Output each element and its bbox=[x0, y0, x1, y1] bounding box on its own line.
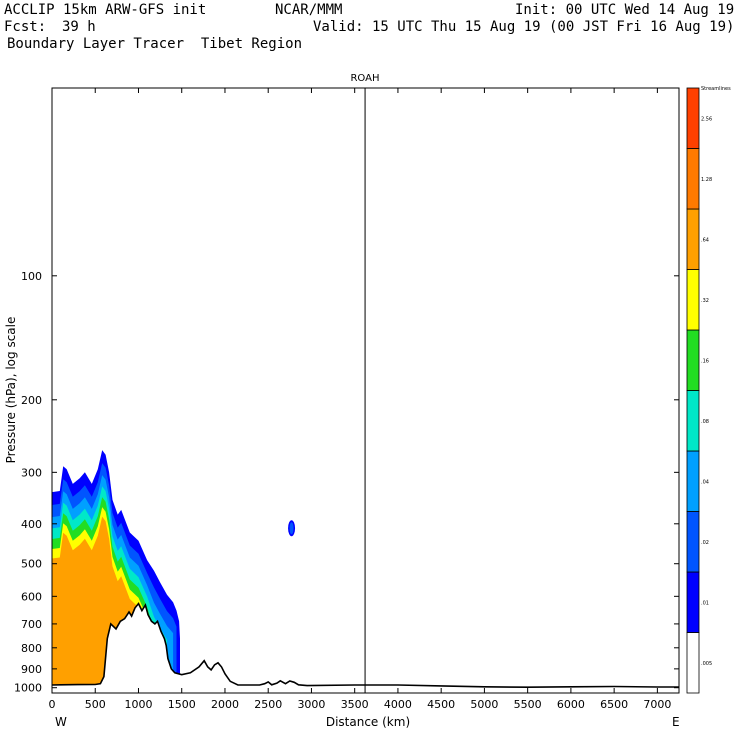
x-tick-label: 500 bbox=[85, 698, 106, 711]
y-tick-label: 200 bbox=[21, 394, 42, 407]
colorbar-label: .64 bbox=[701, 237, 709, 243]
left-end-label: W bbox=[55, 715, 67, 729]
right-end-label: E bbox=[672, 715, 680, 729]
colorbar-label: Streamlines bbox=[701, 86, 731, 92]
model-title: ACCLIP 15km ARW-GFS init bbox=[4, 2, 207, 18]
colorbar-label: .02 bbox=[701, 540, 709, 546]
tracer-blob-core bbox=[289, 522, 294, 535]
x-tick-label: 1000 bbox=[124, 698, 152, 711]
forecast-hour: 39 h bbox=[62, 19, 96, 35]
x-tick-label: 0 bbox=[49, 698, 56, 711]
colorbar-swatch bbox=[686, 571, 700, 633]
colorbar-label: .16 bbox=[701, 358, 709, 364]
colorbar-swatch bbox=[686, 329, 700, 391]
terrain-fill bbox=[52, 603, 679, 693]
x-tick-label: 6000 bbox=[557, 698, 585, 711]
colorbar-swatch bbox=[686, 208, 700, 270]
y-tick-label: 600 bbox=[21, 590, 42, 603]
colorbar-swatch bbox=[686, 148, 700, 210]
colorbar-label: .32 bbox=[701, 298, 709, 304]
y-tick-label: 900 bbox=[21, 663, 42, 676]
colorbar-label: 2.56 bbox=[701, 116, 712, 122]
y-tick-label: 1000 bbox=[14, 682, 42, 695]
colorbar-label: .005 bbox=[701, 661, 712, 667]
colorbar-swatch bbox=[686, 390, 700, 452]
x-tick-label: 2000 bbox=[211, 698, 239, 711]
axis-ticks: 0 500 1000 1500 2000 2500 3000 3500 4000 4500 5000… bbox=[14, 88, 679, 711]
colorbar-label: 1.28 bbox=[701, 177, 712, 183]
y-axis-label: Pressure (hPa), log scale bbox=[4, 317, 18, 464]
center-label: NCAR/MMM bbox=[275, 2, 343, 18]
y-tick-label: 700 bbox=[21, 618, 42, 631]
colorbar-swatch bbox=[686, 632, 700, 694]
x-tick-label: 7000 bbox=[643, 698, 671, 711]
x-tick-label: 5000 bbox=[470, 698, 498, 711]
x-tick-label: 3500 bbox=[341, 698, 369, 711]
x-tick-label: 3000 bbox=[297, 698, 325, 711]
y-tick-label: 500 bbox=[21, 558, 42, 571]
valid-time: Valid: 15 UTC Thu 15 Aug 19 (00 JST Fri … bbox=[313, 19, 735, 35]
colorbar-label: .04 bbox=[701, 479, 709, 485]
forecast-label: Fcst: bbox=[4, 19, 47, 35]
tracer-field bbox=[51, 450, 679, 693]
colorbar-swatch bbox=[686, 450, 700, 512]
colorbar-swatch bbox=[686, 269, 700, 331]
colorbar-label: .08 bbox=[701, 419, 709, 425]
x-tick-label: 4500 bbox=[427, 698, 455, 711]
y-tick-label: 100 bbox=[21, 270, 42, 283]
product-name: Boundary Layer Tracer Tibet Region bbox=[7, 36, 303, 52]
y-tick-label: 300 bbox=[21, 466, 42, 479]
x-tick-label: 6500 bbox=[600, 698, 628, 711]
chart-title: ROAH bbox=[350, 73, 379, 84]
terrain-line bbox=[51, 602, 679, 689]
x-axis-label: Distance (km) bbox=[326, 715, 410, 729]
x-tick-label: 1500 bbox=[168, 698, 196, 711]
x-tick-label: 2500 bbox=[254, 698, 282, 711]
colorbar-swatch bbox=[686, 511, 700, 573]
x-tick-label: 5500 bbox=[514, 698, 542, 711]
y-tick-label: 800 bbox=[21, 642, 42, 655]
x-tick-label: 4000 bbox=[384, 698, 412, 711]
init-time: Init: 00 UTC Wed 14 Aug 19 bbox=[515, 2, 735, 18]
y-tick-label: 400 bbox=[21, 518, 42, 531]
colorbar-label: .01 bbox=[701, 600, 709, 606]
colorbar-swatch bbox=[686, 87, 700, 149]
colorbar: .005 .01 .02 .04 .08 .16 .32 .64 1.28 2.56 Streaml… bbox=[686, 86, 731, 694]
